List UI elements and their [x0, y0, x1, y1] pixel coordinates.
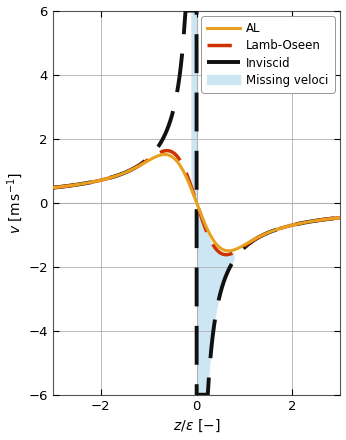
Y-axis label: $v\ \mathrm{[m\,s^{-1}]}$: $v\ \mathrm{[m\,s^{-1}]}$	[6, 172, 26, 234]
X-axis label: $z/\epsilon\ \mathrm{[-]}$: $z/\epsilon\ \mathrm{[-]}$	[173, 418, 220, 434]
Legend: AL, Lamb-Oseen, Inviscid, Missing veloci: AL, Lamb-Oseen, Inviscid, Missing veloci	[201, 16, 335, 93]
